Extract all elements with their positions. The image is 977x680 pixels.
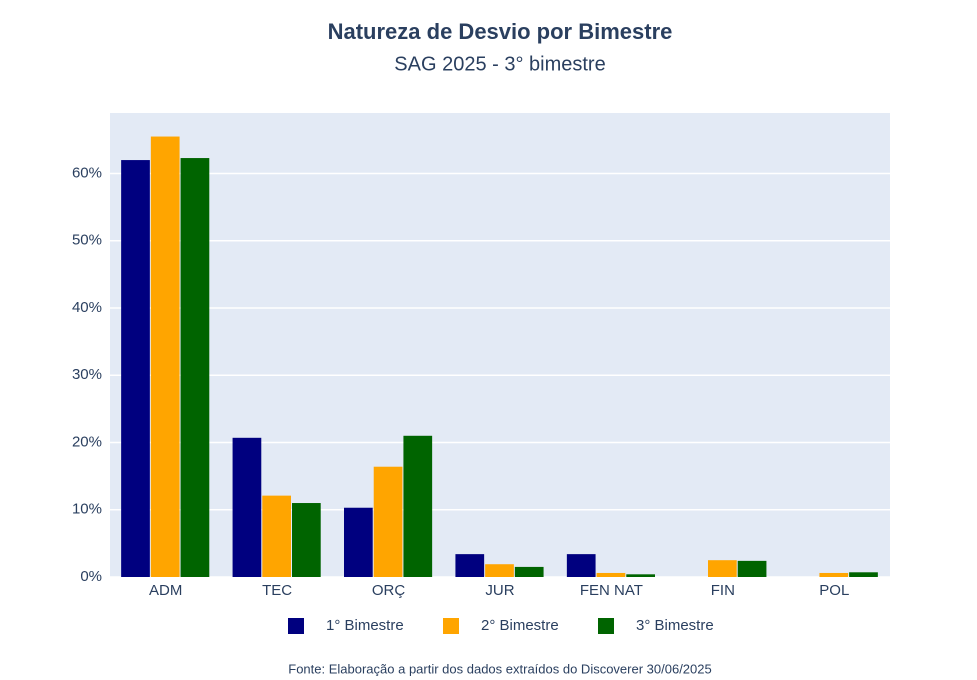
bar <box>455 554 485 577</box>
bar <box>262 495 291 577</box>
bar <box>485 564 514 577</box>
chart-title: Natureza de Desvio por Bimestre <box>328 19 673 44</box>
y-tick-label: 60% <box>72 164 102 181</box>
y-tick-label: 30% <box>72 366 102 383</box>
bar <box>514 566 544 577</box>
y-tick-label: 10% <box>72 501 102 518</box>
bar <box>150 136 180 577</box>
x-tick-label: FEN NAT <box>580 582 643 599</box>
x-tick-label: JUR <box>485 582 514 599</box>
chart-subtitle: SAG 2025 - 3° bimestre <box>394 53 605 75</box>
bar <box>403 435 433 577</box>
y-tick-label: 40% <box>72 299 102 316</box>
plot-area <box>110 113 890 577</box>
y-tick-label: 0% <box>80 568 102 585</box>
source-note: Fonte: Elaboração a partir dos dados ext… <box>288 661 711 676</box>
bar <box>849 572 878 577</box>
legend-swatch <box>443 618 459 634</box>
y-tick-label: 20% <box>72 433 102 450</box>
bar <box>344 507 373 577</box>
legend-swatch <box>288 618 304 634</box>
bar <box>708 560 737 577</box>
bar <box>292 503 321 577</box>
x-tick-label: FIN <box>711 582 735 599</box>
bar <box>626 574 655 577</box>
bar <box>566 554 596 577</box>
bar <box>737 560 767 577</box>
bar <box>232 437 262 577</box>
bar <box>373 466 403 577</box>
bar <box>596 572 626 577</box>
y-tick-label: 50% <box>72 232 102 249</box>
legend-swatch <box>598 618 614 634</box>
x-tick-label: POL <box>819 582 849 599</box>
bar <box>180 158 210 578</box>
x-tick-label: TEC <box>262 582 292 599</box>
x-tick-label: ADM <box>149 582 182 599</box>
bar <box>819 572 849 577</box>
legend-label: 3° Bimestre <box>636 617 714 634</box>
legend-label: 1° Bimestre <box>326 617 404 634</box>
bar <box>121 160 150 578</box>
x-tick-label: ORÇ <box>372 582 406 599</box>
legend-label: 2° Bimestre <box>481 617 559 634</box>
